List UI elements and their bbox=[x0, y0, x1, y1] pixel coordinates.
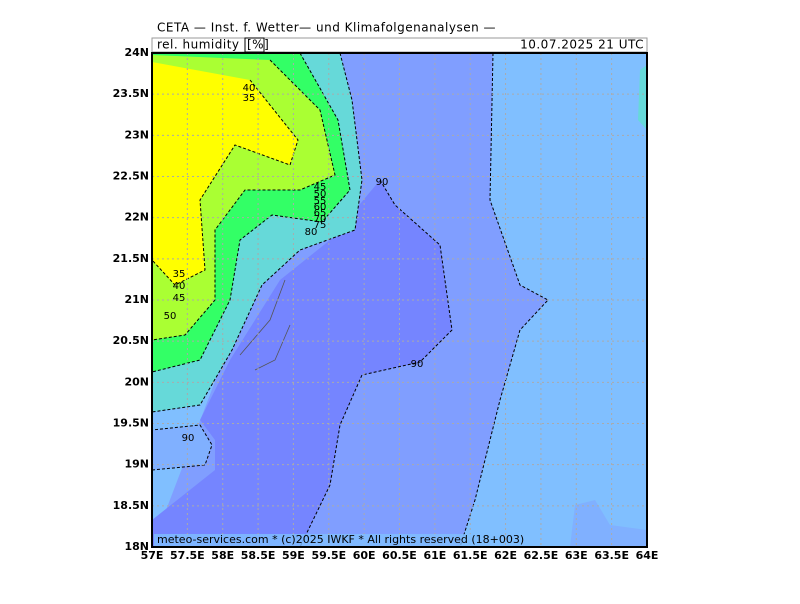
contour-label: 75 bbox=[314, 220, 327, 231]
contour-label: 60 bbox=[314, 202, 327, 213]
x-tick-label: 58.5E bbox=[241, 549, 276, 562]
y-tick-label: 24N bbox=[124, 46, 149, 59]
contour-label: 80 bbox=[305, 227, 318, 238]
y-tick-label: 18.5N bbox=[113, 499, 149, 512]
valid-time: 10.07.2025 21 UTC bbox=[520, 38, 644, 52]
y-tick-label: 23.5N bbox=[113, 87, 149, 100]
contour-label: 90 bbox=[411, 359, 424, 370]
x-tick-label: 59.5E bbox=[311, 549, 346, 562]
contour-line bbox=[152, 79, 299, 286]
contour-line bbox=[459, 53, 549, 547]
contour-label: 65 bbox=[314, 208, 327, 219]
x-tick-label: 62.5E bbox=[524, 549, 559, 562]
y-tick-label: 21.5N bbox=[113, 252, 149, 265]
y-tick-label: 20N bbox=[124, 375, 149, 388]
x-tick-label: 58E bbox=[211, 549, 234, 562]
y-tick-label: 23N bbox=[124, 128, 149, 141]
x-tick-label: 61.5E bbox=[453, 549, 488, 562]
x-tick-label: 61E bbox=[423, 549, 446, 562]
y-tick-label: 20.5N bbox=[113, 334, 149, 347]
header-title: CETA — Inst. f. Wetter— und Klimafolgena… bbox=[157, 21, 496, 35]
contour-label: 45 bbox=[314, 182, 327, 193]
y-tick-label: 18N bbox=[124, 540, 149, 553]
contour-label: 50 bbox=[164, 311, 177, 322]
y-tick-label: 19N bbox=[124, 458, 149, 471]
contour-label: 55 bbox=[314, 196, 327, 207]
y-tick-label: 19.5N bbox=[113, 417, 149, 430]
x-tick-label: 62E bbox=[494, 549, 517, 562]
contour-label: 90 bbox=[182, 433, 195, 444]
contour-label: 70 bbox=[314, 214, 327, 225]
x-tick-label: 60E bbox=[353, 549, 376, 562]
y-tick-label: 21N bbox=[124, 293, 149, 306]
fill-core bbox=[152, 180, 452, 547]
variable-name: rel. humidity bbox=[157, 38, 240, 52]
contour-label: 35 bbox=[173, 269, 186, 280]
contour-line bbox=[152, 59, 336, 341]
x-tick-label: 63.5E bbox=[594, 549, 629, 562]
contour-line bbox=[152, 424, 213, 471]
contour-line bbox=[152, 53, 363, 413]
x-tick-label: 60.5E bbox=[382, 549, 417, 562]
contour-line bbox=[152, 53, 351, 373]
contour-label: 40 bbox=[173, 281, 186, 292]
footer-bg bbox=[154, 534, 494, 546]
y-tick-label: 22N bbox=[124, 211, 149, 224]
fill-light bbox=[152, 425, 212, 470]
x-tick-label: 57.5E bbox=[170, 549, 205, 562]
contour-label: 35 bbox=[243, 93, 256, 104]
x-tick-label: 63E bbox=[565, 549, 588, 562]
y-tick-label: 22.5N bbox=[113, 170, 149, 183]
fill-70-east bbox=[638, 65, 647, 130]
x-tick-label: 59E bbox=[282, 549, 305, 562]
x-tick-label: 57E bbox=[141, 549, 164, 562]
contour-label: 50 bbox=[314, 189, 327, 200]
footer-credit: meteo-services.com * (c)2025 IWKF * All … bbox=[157, 533, 524, 546]
grid bbox=[152, 53, 647, 547]
map-frame bbox=[151, 52, 648, 548]
unit: [%] bbox=[247, 38, 269, 52]
fill-light-se bbox=[570, 500, 647, 547]
contour-label: 90 bbox=[376, 177, 389, 188]
contour-label: 40 bbox=[243, 83, 256, 94]
fill-35 bbox=[152, 62, 298, 285]
contour-label: 45 bbox=[173, 293, 186, 304]
coastline bbox=[239, 279, 291, 371]
x-tick-label: 64E bbox=[636, 549, 659, 562]
